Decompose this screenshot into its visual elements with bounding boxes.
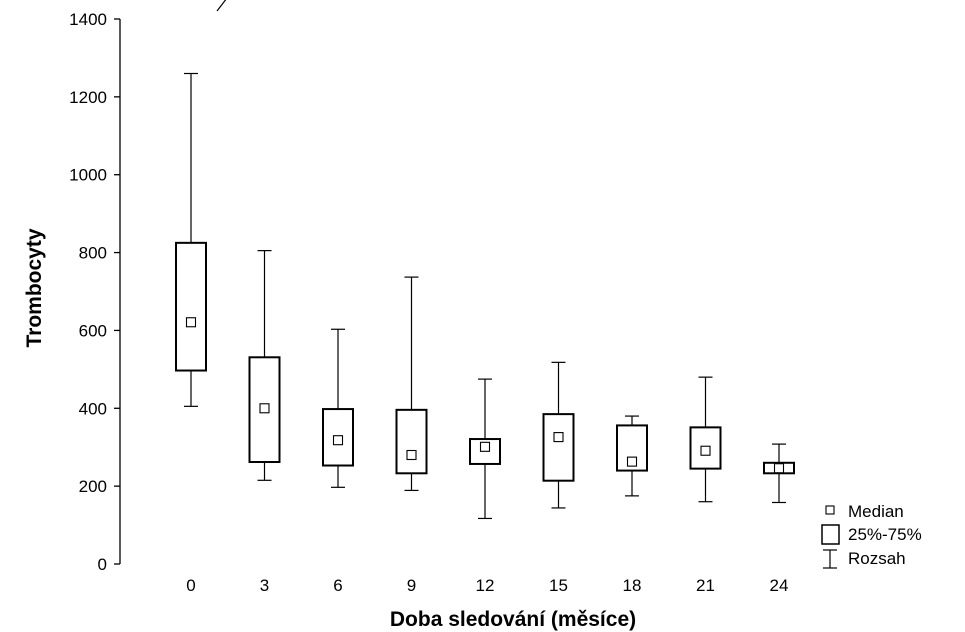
median-marker	[187, 318, 196, 327]
median-marker	[775, 464, 784, 473]
box-group-0	[176, 74, 206, 407]
median-marker	[481, 442, 490, 451]
legend-median-label: Median	[848, 502, 904, 521]
median-marker	[628, 457, 637, 466]
x-tick-label: 15	[549, 576, 568, 595]
median-marker	[701, 446, 710, 455]
plot-marks	[176, 74, 794, 519]
box-group-3	[250, 251, 280, 481]
legend: Median 25%-75% Rozsah	[822, 502, 922, 568]
box-group-18	[617, 416, 647, 496]
median-marker	[260, 404, 269, 413]
y-tick-label: 0	[98, 555, 107, 574]
y-tick-label: 1000	[69, 166, 107, 185]
x-tick-label: 21	[696, 576, 715, 595]
median-marker	[407, 451, 416, 460]
x-tick-label: 18	[623, 576, 642, 595]
y-tick-label: 200	[79, 477, 107, 496]
x-tick-label: 24	[770, 576, 789, 595]
legend-box-symbol	[822, 525, 839, 544]
annotation-stroke	[217, 0, 227, 11]
y-tick-label: 600	[79, 321, 107, 340]
x-tick-label: 0	[186, 576, 195, 595]
y-axis-title: Trombocyty	[23, 228, 46, 347]
y-tick-label: 1200	[69, 88, 107, 107]
box-iqr	[176, 243, 206, 371]
legend-median-symbol	[826, 506, 834, 514]
box-group-12	[470, 379, 500, 518]
box-group-15	[544, 362, 574, 508]
box-group-21	[691, 377, 721, 502]
y-tick-label: 1400	[69, 10, 107, 29]
box-iqr	[544, 414, 574, 481]
y-tick-label: 400	[79, 399, 107, 418]
box-group-9	[397, 277, 427, 490]
x-tick-label: 12	[476, 576, 495, 595]
legend-range-label: Rozsah	[848, 549, 906, 568]
median-marker	[554, 433, 563, 442]
box-iqr	[397, 410, 427, 473]
x-tick-label: 9	[407, 576, 416, 595]
median-marker	[334, 436, 343, 445]
y-tick-label: 800	[79, 244, 107, 263]
x-tick-label: 6	[333, 576, 342, 595]
box-group-6	[323, 329, 353, 487]
legend-box-label: 25%-75%	[848, 525, 922, 544]
x-axis-title: Doba sledování (měsíce)	[390, 608, 636, 631]
box-group-24	[764, 444, 794, 502]
x-tick-label: 3	[260, 576, 269, 595]
